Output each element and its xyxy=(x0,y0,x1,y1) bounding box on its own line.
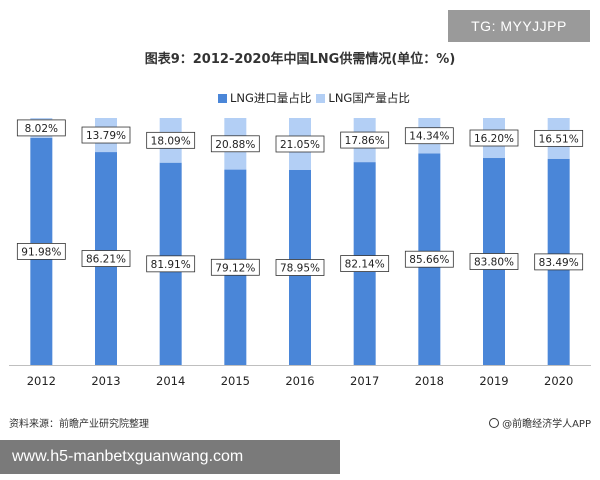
data-label-import-2014: 81.91% xyxy=(151,259,191,271)
data-label-domestic-2014: 18.09% xyxy=(151,135,191,147)
data-label-import-2012: 91.98% xyxy=(21,246,61,258)
data-label-domestic-2013: 13.79% xyxy=(86,130,126,142)
x-tick-label-2017: 2017 xyxy=(350,374,379,388)
url-banner[interactable]: www.h5-manbetxguanwang.com xyxy=(0,440,340,474)
data-label-domestic-2017: 17.86% xyxy=(345,135,385,147)
data-label-domestic-2015: 20.88% xyxy=(215,139,255,151)
brand-note: @前瞻经济学人APP xyxy=(489,415,591,430)
x-tick-label-2012: 2012 xyxy=(27,374,56,388)
label-box-import-2013 xyxy=(81,250,131,267)
data-label-domestic-2018: 14.34% xyxy=(409,131,449,143)
x-tick-label-2014: 2014 xyxy=(156,374,185,388)
x-tick-label-2013: 2013 xyxy=(91,374,120,388)
data-label-import-2020: 83.49% xyxy=(539,257,579,269)
data-label-domestic-2012: 8.02% xyxy=(25,123,58,135)
data-label-import-2018: 85.66% xyxy=(409,254,449,266)
label-box-domestic-2020 xyxy=(534,129,584,147)
x-tick-label-2018: 2018 xyxy=(415,374,444,388)
data-label-domestic-2020: 16.51% xyxy=(539,133,579,145)
label-box-import-2018 xyxy=(404,250,454,268)
data-label-domestic-2019: 16.20% xyxy=(474,133,514,145)
label-box-domestic-2017 xyxy=(340,131,390,149)
legend-label-import: LNG进口量占比 xyxy=(230,91,312,105)
data-label-import-2019: 83.80% xyxy=(474,257,514,269)
label-box-import-2016 xyxy=(275,259,325,276)
x-tick-label-2016: 2016 xyxy=(285,374,314,388)
legend-swatch-import xyxy=(218,93,227,103)
chart-title: 图表9：2012-2020年中国LNG供需情况(单位：%) xyxy=(144,52,456,67)
label-box-domestic-2015 xyxy=(210,135,260,153)
label-box-domestic-2013 xyxy=(81,126,131,144)
label-box-import-2019 xyxy=(469,253,519,270)
label-box-import-2012 xyxy=(16,243,66,260)
brand-text: @前瞻经济学人APP xyxy=(502,419,591,430)
label-box-import-2017 xyxy=(340,255,390,272)
data-label-import-2013: 86.21% xyxy=(86,254,126,266)
data-label-domestic-2016: 21.05% xyxy=(280,139,320,151)
legend-label-domestic: LNG国产量占比 xyxy=(328,91,410,105)
data-label-import-2016: 78.95% xyxy=(280,262,320,274)
label-box-domestic-2016 xyxy=(275,135,325,153)
label-box-import-2020 xyxy=(534,253,584,271)
label-box-domestic-2019 xyxy=(469,129,519,147)
label-box-import-2015 xyxy=(210,258,260,276)
tg-watermark-label: TG: MYYJJPP xyxy=(448,10,590,42)
source-note: 资料来源：前瞻产业研究院整理 xyxy=(9,419,149,430)
data-label-import-2015: 79.12% xyxy=(215,262,255,274)
label-box-domestic-2014 xyxy=(146,131,196,149)
chart-legend: LNG进口量占比 LNG国产量占比 xyxy=(218,90,415,106)
legend-swatch-domestic xyxy=(316,93,326,103)
brand-logo-icon xyxy=(489,417,500,428)
label-box-domestic-2012 xyxy=(16,119,66,137)
legend-item-import: LNG进口量占比 xyxy=(218,90,311,106)
x-tick-label-2015: 2015 xyxy=(221,374,250,388)
x-tick-label-2020: 2020 xyxy=(544,374,573,388)
label-box-import-2014 xyxy=(146,255,196,273)
label-box-domestic-2018 xyxy=(404,127,454,145)
legend-item-domestic: LNG国产量占比 xyxy=(316,90,410,106)
data-label-import-2017: 82.14% xyxy=(345,259,385,271)
x-tick-label-2019: 2019 xyxy=(479,374,508,388)
